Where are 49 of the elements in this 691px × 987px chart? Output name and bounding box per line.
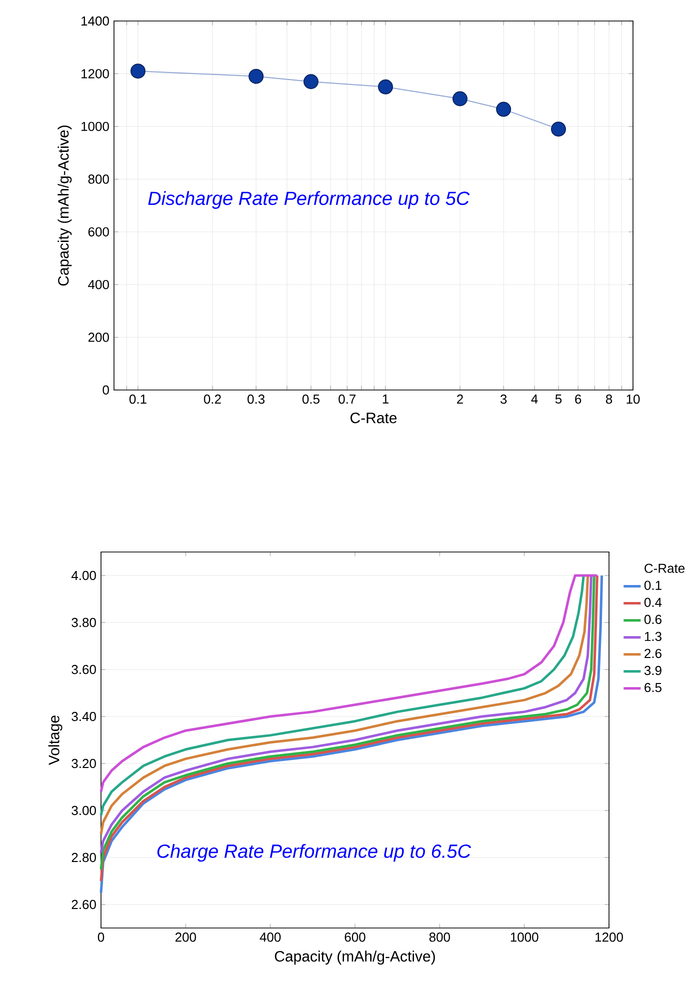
x-tick-label: 0.2: [204, 394, 221, 404]
y-tick-label: 200: [88, 332, 109, 342]
x-tick-label: 4: [531, 394, 538, 404]
x-tick-label: 400: [260, 932, 281, 942]
x-tick-label: 0.1: [129, 394, 146, 404]
y-tick-label: 2.80: [72, 852, 96, 862]
x-tick-label: 600: [344, 932, 366, 942]
y-tick-label: 600: [88, 227, 109, 236]
y-tick-label: 1200: [82, 69, 109, 78]
legend-label: 6.5: [644, 682, 662, 692]
y-tick-label: 1000: [82, 122, 109, 132]
y-tick-label: 1400: [82, 16, 109, 26]
legend-title: C-Rate: [644, 564, 685, 573]
y-tick-label: 3.40: [72, 712, 96, 722]
annotation: Charge Rate Performance up to 6.5C: [157, 844, 472, 862]
y-tick-label: 2.60: [72, 900, 96, 910]
annotation: Discharge Rate Performance up to 5C: [148, 191, 470, 209]
x-tick-label: 8: [606, 394, 612, 404]
x-tick-label: 1000: [510, 932, 538, 942]
legend-label: 2.6: [644, 648, 662, 658]
x-tick-label: 0.5: [302, 394, 320, 404]
x-tick-label: 200: [175, 932, 196, 942]
y-tick-label: 3.80: [72, 618, 96, 628]
y-tick-label: 3.20: [72, 758, 96, 768]
legend-label: 1.3: [644, 632, 662, 642]
x-tick-label: 10: [626, 394, 640, 404]
x-tick-label: 6: [575, 394, 582, 404]
x-tick-label: 5: [555, 394, 562, 404]
y-axis-title: Capacity (mAh/g-Active): [58, 126, 72, 286]
legend-label: 0.4: [644, 598, 662, 607]
y-tick-label: 3.00: [72, 806, 96, 816]
x-axis-title: C-Rate: [350, 412, 397, 424]
x-tick-label: 1200: [596, 932, 623, 942]
y-tick-label: 3.60: [72, 664, 96, 674]
x-tick-label: 0.3: [248, 394, 265, 404]
x-tick-label: 800: [429, 932, 450, 942]
legend-label: 0.6: [644, 614, 662, 624]
x-tick-label: 3: [500, 394, 507, 404]
x-tick-label: 2: [457, 394, 463, 404]
legend-label: 0.1: [644, 580, 662, 590]
x-axis-title: Capacity (mAh/g-Active): [274, 950, 435, 965]
x-tick-label: 1: [382, 394, 388, 404]
y-tick-label: 400: [88, 280, 109, 290]
legend-label: 3.9: [644, 666, 662, 676]
y-axis-title: Voltage: [48, 716, 62, 765]
y-tick-label: 800: [88, 174, 109, 184]
y-tick-label: 0: [102, 385, 109, 395]
y-tick-label: 4.00: [71, 570, 96, 580]
x-tick-label: 0.7: [338, 394, 356, 404]
